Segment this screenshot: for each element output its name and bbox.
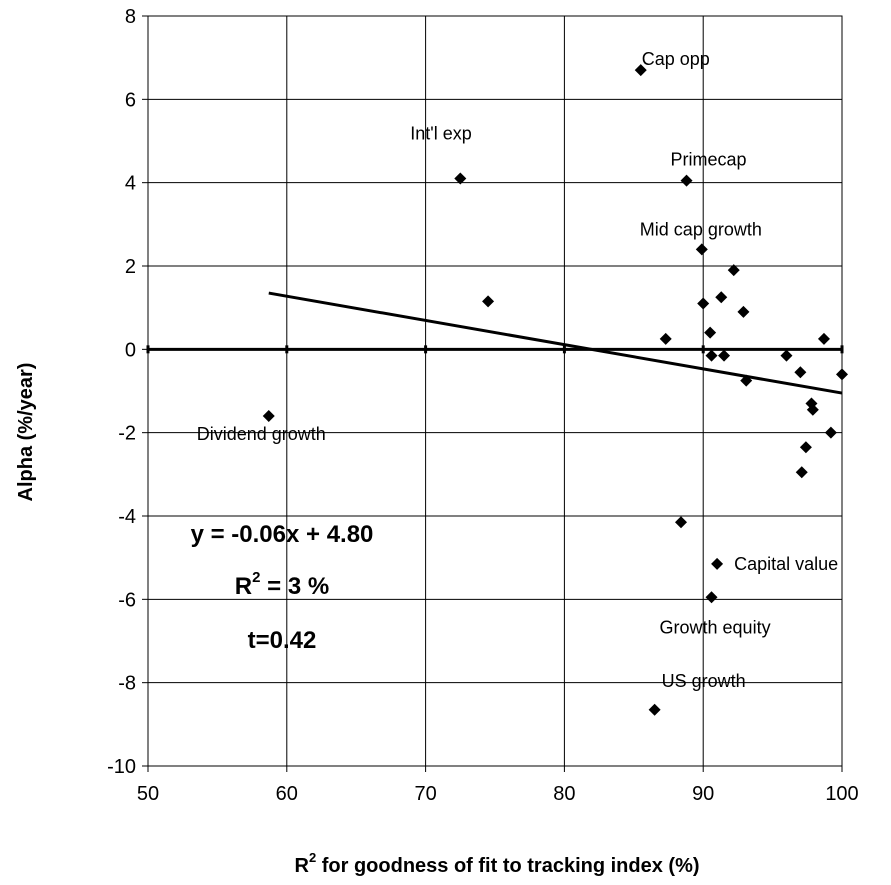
r-squared-r: R — [235, 573, 252, 600]
data-point-marker — [794, 366, 807, 379]
x-tick-label: 90 — [692, 783, 714, 805]
data-point-marker — [697, 297, 710, 310]
data-point-marker — [806, 403, 819, 416]
r-squared-label: R2 = 3 % — [235, 569, 329, 600]
y-tick-label: 0 — [125, 339, 136, 361]
data-point-marker — [454, 172, 467, 185]
data-point-marker — [659, 332, 672, 345]
x-axis-title-superscript: 2 — [309, 850, 316, 865]
data-point-marker — [727, 264, 740, 277]
x-tick-label: 50 — [137, 783, 159, 805]
data-point-marker — [262, 410, 275, 422]
y-tick-label: 6 — [125, 89, 136, 111]
data-point-marker — [711, 557, 724, 570]
x-tick-label: 100 — [825, 783, 858, 805]
axis-layer: 50 60 70 80 90 100 -10 -8 -6 -4 -2 0 2 4 6 8 — [107, 6, 859, 805]
data-point-marker — [704, 326, 717, 339]
x-tick-label: 60 — [276, 783, 298, 805]
y-axis-title: Alpha (%/year) — [15, 363, 37, 502]
grid-layer — [147, 15, 843, 767]
data-point-marker — [824, 426, 837, 439]
data-point-marker — [715, 291, 728, 304]
data-point-marker — [648, 703, 661, 716]
data-point-marker — [705, 349, 718, 362]
r-squared-value: = 3 % — [260, 573, 329, 600]
data-point-marker — [740, 374, 753, 387]
data-point-marker — [674, 516, 687, 529]
data-point-label: US growth — [662, 671, 746, 691]
x-axis-title: R2 for goodness of fit to tracking index… — [294, 850, 699, 877]
data-point-label: Mid cap growth — [640, 219, 762, 239]
data-point-marker — [634, 64, 647, 77]
y-tick-label: -10 — [107, 756, 136, 778]
data-point-marker — [799, 441, 812, 454]
label-layer: Dividend growth Int'l exp Cap opp US growth… — [197, 49, 838, 691]
data-point-marker — [680, 174, 693, 187]
point-layer — [262, 64, 848, 716]
x-axis-title-r: R — [294, 855, 309, 877]
data-point-label: Growth equity — [660, 617, 771, 637]
data-point-marker — [718, 349, 731, 362]
y-tick-label: -2 — [118, 423, 136, 445]
y-tick-label: 8 — [125, 6, 136, 28]
x-tick-label: 70 — [414, 783, 436, 805]
data-point-label: Primecap — [671, 150, 747, 170]
data-point-marker — [705, 591, 718, 604]
y-tick-label: -4 — [118, 506, 136, 528]
data-point-marker — [795, 466, 808, 479]
r-squared-superscript: 2 — [252, 569, 260, 586]
data-point-label: Int'l exp — [410, 124, 471, 144]
y-tick-label: -6 — [118, 589, 136, 611]
y-tick-label: 2 — [125, 256, 136, 278]
data-point-marker — [695, 243, 708, 256]
data-point-marker — [836, 368, 848, 381]
x-tick-label: 80 — [553, 783, 575, 805]
t-statistic-label: t=0.42 — [248, 627, 317, 654]
data-point-label: Cap opp — [642, 49, 710, 69]
data-point-label: Capital value — [734, 554, 838, 574]
data-point-marker — [817, 332, 830, 345]
regression-equation: y = -0.06x + 4.80 — [191, 521, 374, 548]
y-tick-label: 4 — [125, 173, 136, 195]
y-tick-label: -8 — [118, 673, 136, 695]
data-point-marker — [737, 305, 750, 318]
data-point-label: Dividend growth — [197, 424, 326, 444]
data-point-marker — [780, 349, 793, 362]
data-point-marker — [482, 295, 495, 308]
x-axis-title-rest: for goodness of fit to tracking index (%… — [316, 855, 699, 877]
